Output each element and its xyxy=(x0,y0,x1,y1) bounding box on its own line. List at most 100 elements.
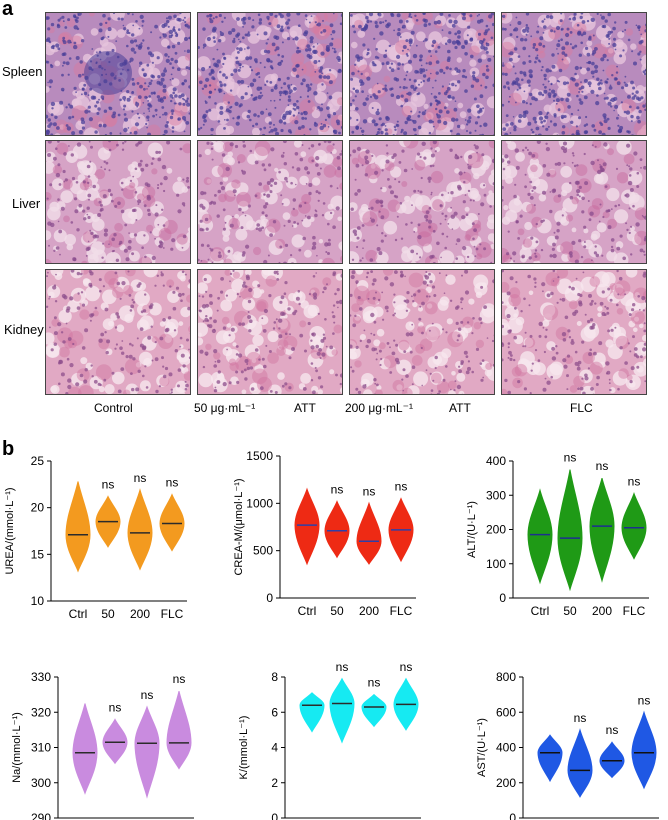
significance-label: ns xyxy=(596,459,609,473)
x-tick-label: 50 xyxy=(330,604,344,618)
x-tick-label: Ctrl xyxy=(531,604,550,618)
y-tick-label: 4 xyxy=(271,741,278,755)
x-tick-label: FLC xyxy=(161,607,184,621)
y-axis-label: Na/(mmol·L⁻¹) xyxy=(11,712,23,783)
violin-FLC xyxy=(166,690,192,770)
y-axis-label: CREA-M/(μmol·L⁻¹) xyxy=(233,478,245,575)
tissue-image-kidney-200 xyxy=(349,269,495,395)
violin-50 xyxy=(329,677,355,744)
significance-label: ns xyxy=(173,672,186,686)
tissue-image-spleen-flc xyxy=(501,12,647,136)
y-tick-label: 0 xyxy=(499,591,506,605)
tissue-image-kidney-50 xyxy=(197,269,343,395)
violin-50 xyxy=(95,495,121,548)
significance-label: ns xyxy=(606,723,619,737)
significance-label: ns xyxy=(331,482,344,496)
row-label-spleen: Spleen xyxy=(2,64,43,79)
significance-label: ns xyxy=(363,484,376,498)
y-tick-label: 200 xyxy=(486,523,506,537)
y-axis-label: K/(mmol·L⁻¹) xyxy=(238,716,250,780)
y-tick-label: 310 xyxy=(31,741,51,755)
violin-Ctrl xyxy=(537,734,563,783)
violin-FLC xyxy=(393,677,419,731)
y-tick-label: 500 xyxy=(253,544,273,558)
chart-crea: 0 500 1000 1500 CREA-M/(μmol·L⁻¹) Ctrl 50 ns 200… xyxy=(233,449,416,618)
significance-label: ns xyxy=(574,711,587,725)
tissue-image-kidney-control xyxy=(45,269,191,395)
violin-200 xyxy=(589,478,615,583)
y-tick-label: 2 xyxy=(271,776,278,790)
significance-label: ns xyxy=(141,688,154,702)
y-tick-label: 10 xyxy=(31,594,45,608)
panel-a-label: a xyxy=(2,0,14,20)
violin-FLC xyxy=(631,710,657,790)
col-label-att-200: ATT xyxy=(449,401,471,415)
row-label-kidney: Kidney xyxy=(4,322,44,337)
row-label-liver: Liver xyxy=(12,196,41,211)
col-label-flc: FLC xyxy=(570,401,593,415)
tissue-image-liver-flc xyxy=(501,140,647,264)
violin-200 xyxy=(134,705,160,799)
y-tick-label: 290 xyxy=(31,811,51,820)
violin-Ctrl xyxy=(72,703,98,795)
violin-200 xyxy=(599,741,625,779)
y-axis-label: ALT/(U·L⁻¹) xyxy=(466,501,478,558)
significance-label: ns xyxy=(109,700,122,714)
y-tick-label: 330 xyxy=(31,670,51,684)
tissue-image-spleen-control xyxy=(45,12,191,136)
x-tick-label: 50 xyxy=(101,607,115,621)
panel-b-label: b xyxy=(2,438,15,460)
y-tick-label: 8 xyxy=(271,670,278,684)
violin-Ctrl xyxy=(527,488,553,585)
col-label-50: 50 μg·mL⁻¹ xyxy=(194,401,256,415)
y-tick-label: 1500 xyxy=(246,449,273,463)
y-tick-label: 200 xyxy=(496,776,516,790)
tissue-image-liver-200 xyxy=(349,140,495,264)
y-axis-label: AST/(U·L⁻¹) xyxy=(476,718,488,777)
y-axis-label: UREA/(mmol·L⁻¹) xyxy=(4,487,16,574)
violin-FLC xyxy=(388,497,414,563)
col-label-control: Control xyxy=(94,401,133,415)
y-tick-label: 800 xyxy=(496,670,516,684)
col-label-200: 200 μg·mL⁻¹ xyxy=(345,401,413,415)
y-tick-label: 0 xyxy=(509,811,516,820)
significance-label: ns xyxy=(166,476,179,490)
y-tick-label: 300 xyxy=(486,488,506,502)
x-tick-label: Ctrl xyxy=(298,604,317,618)
col-label-att-50: ATT xyxy=(294,401,316,415)
tissue-image-spleen-50 xyxy=(197,12,343,136)
tissue-image-liver-control xyxy=(45,140,191,264)
violin-Ctrl xyxy=(299,692,325,733)
significance-label: ns xyxy=(134,471,147,485)
violin-200 xyxy=(361,693,387,728)
significance-label: ns xyxy=(336,660,349,674)
significance-label: ns xyxy=(400,660,413,674)
tissue-image-liver-50 xyxy=(197,140,343,264)
significance-label: ns xyxy=(628,475,641,489)
significance-label: ns xyxy=(102,477,115,491)
chart-na: 290300310320330Na/(mmol·L⁻¹)Ctrl50ns200n… xyxy=(11,670,194,820)
violin-50 xyxy=(557,469,583,592)
violin-200 xyxy=(356,501,382,565)
y-tick-label: 400 xyxy=(486,454,506,468)
y-tick-label: 0 xyxy=(266,591,273,605)
significance-label: ns xyxy=(395,480,408,494)
y-tick-label: 600 xyxy=(496,705,516,719)
y-tick-label: 0 xyxy=(271,811,278,820)
y-tick-label: 25 xyxy=(31,454,45,468)
x-tick-label: 50 xyxy=(563,604,577,618)
y-tick-label: 1000 xyxy=(246,496,273,510)
chart-alt: 0 100 200 300 400 ALT/(U·L⁻¹) Ctrl 50 ns 200 ns FLC… xyxy=(466,451,649,618)
significance-label: ns xyxy=(564,451,577,465)
violin-Ctrl xyxy=(294,487,320,566)
tissue-image-kidney-flc xyxy=(501,269,647,395)
violin-50 xyxy=(102,718,128,765)
chart-ast: 0200400600800AST/(U·L⁻¹)Ctrl50ns200nsFLC… xyxy=(476,670,659,820)
x-tick-label: FLC xyxy=(390,604,413,618)
violin-200 xyxy=(127,488,153,571)
y-tick-label: 100 xyxy=(486,557,506,571)
significance-label: ns xyxy=(638,693,651,707)
y-tick-label: 300 xyxy=(31,776,51,790)
violin-FLC xyxy=(621,492,647,560)
